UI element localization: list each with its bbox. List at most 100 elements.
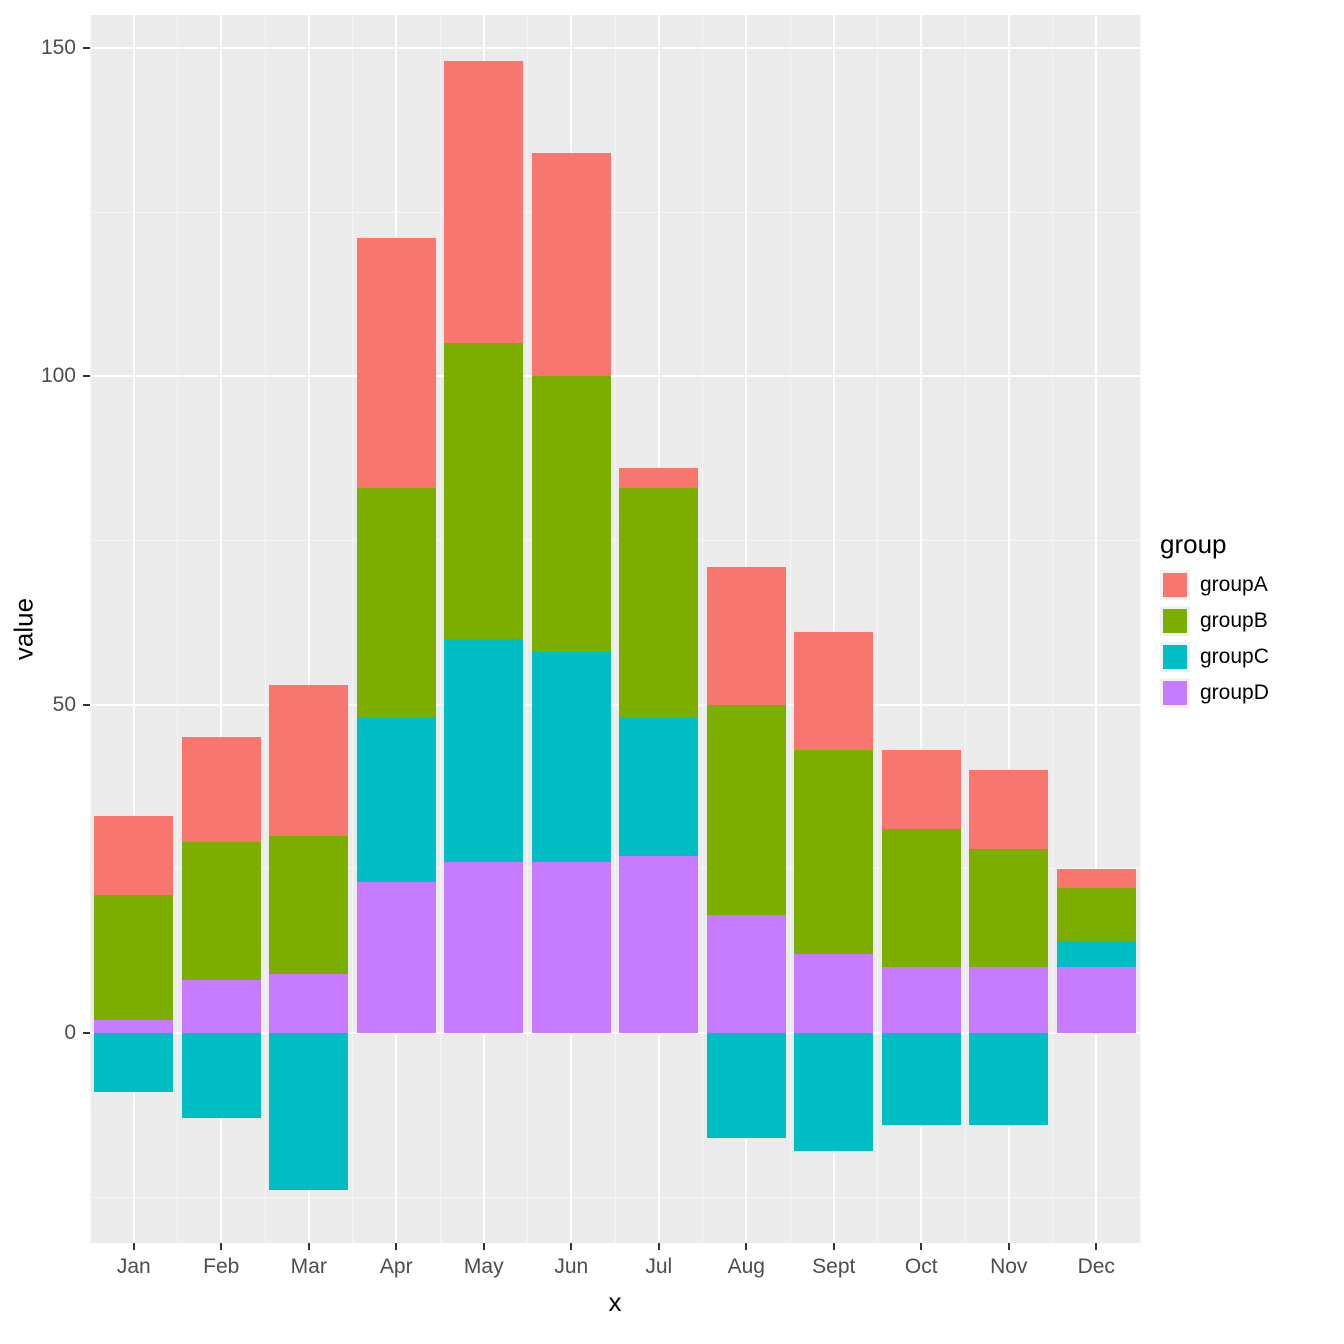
bar-segment xyxy=(182,737,261,842)
bar-segment xyxy=(707,915,786,1033)
legend-swatch xyxy=(1163,573,1187,597)
y-tick-mark xyxy=(83,704,90,706)
bar-segment xyxy=(619,468,698,488)
x-tick-label: May xyxy=(464,1255,504,1279)
x-tick-mark xyxy=(220,1243,222,1250)
gridline-v-minor xyxy=(527,15,528,1243)
bar-segment xyxy=(182,980,261,1033)
bar-segment xyxy=(707,705,786,915)
bar-segment xyxy=(357,882,436,1033)
bar-segment xyxy=(444,639,523,862)
gridline-v-minor xyxy=(177,15,178,1243)
bar-segment xyxy=(882,967,961,1033)
legend-swatch xyxy=(1163,681,1187,705)
legend-key xyxy=(1160,642,1190,672)
y-tick-mark xyxy=(83,1032,90,1034)
bar-segment xyxy=(794,750,873,954)
chart-container: 050100150JanFebMarAprMayJunJulAugSeptOct… xyxy=(0,0,1344,1344)
bar-segment xyxy=(882,1033,961,1125)
x-tick-label: Aug xyxy=(728,1255,765,1279)
y-tick-label: 150 xyxy=(0,36,76,60)
bar-segment xyxy=(94,895,173,1020)
bar-segment xyxy=(1057,888,1136,941)
bar-segment xyxy=(357,718,436,882)
bar-segment xyxy=(619,488,698,718)
bar-segment xyxy=(619,718,698,856)
x-tick-label: Sept xyxy=(812,1255,855,1279)
bar-segment xyxy=(969,1033,1048,1125)
x-tick-mark xyxy=(395,1243,397,1250)
bar-segment xyxy=(532,862,611,1033)
legend-title: group xyxy=(1160,529,1269,560)
bar-segment xyxy=(94,1033,173,1092)
bar-segment xyxy=(269,685,348,836)
gridline-v-minor xyxy=(965,15,966,1243)
bar-segment xyxy=(1057,967,1136,1033)
x-tick-mark xyxy=(920,1243,922,1250)
gridline-v-minor xyxy=(877,15,878,1243)
x-tick-label: Apr xyxy=(380,1255,413,1279)
gridline-v-minor xyxy=(265,15,266,1243)
bar-segment xyxy=(532,652,611,862)
y-tick-mark xyxy=(83,375,90,377)
bar-segment xyxy=(357,238,436,488)
legend-label: groupC xyxy=(1200,645,1269,669)
bar-segment xyxy=(707,567,786,705)
bar-segment xyxy=(619,856,698,1033)
bar-segment xyxy=(1057,941,1136,967)
x-tick-mark xyxy=(570,1243,572,1250)
legend-swatch xyxy=(1163,609,1187,633)
x-tick-label: Nov xyxy=(990,1255,1027,1279)
bar-segment xyxy=(444,862,523,1033)
x-tick-label: Dec xyxy=(1078,1255,1115,1279)
legend-label: groupA xyxy=(1200,573,1268,597)
bar-segment xyxy=(444,343,523,639)
bar-segment xyxy=(532,153,611,376)
x-axis-title: x xyxy=(609,1287,622,1318)
bar-segment xyxy=(269,974,348,1033)
bar-segment xyxy=(794,1033,873,1151)
gridline-v xyxy=(1095,15,1097,1243)
bar-segment xyxy=(532,376,611,652)
legend-key xyxy=(1160,570,1190,600)
x-tick-label: Jun xyxy=(554,1255,588,1279)
bar-segment xyxy=(707,1033,786,1138)
y-tick-label: 0 xyxy=(0,1021,76,1045)
x-tick-mark xyxy=(133,1243,135,1250)
x-tick-mark xyxy=(483,1243,485,1250)
x-tick-mark xyxy=(308,1243,310,1250)
legend-item: groupC xyxy=(1160,642,1269,672)
bar-segment xyxy=(444,61,523,343)
x-tick-mark xyxy=(1008,1243,1010,1250)
gridline-v-minor xyxy=(790,15,791,1243)
bar-segment xyxy=(969,849,1048,967)
x-tick-mark xyxy=(745,1243,747,1250)
gridline-v-minor xyxy=(615,15,616,1243)
legend-key xyxy=(1160,678,1190,708)
bar-segment xyxy=(794,632,873,750)
bar-segment xyxy=(969,967,1048,1033)
legend-swatch xyxy=(1163,645,1187,669)
bar-segment xyxy=(269,836,348,974)
gridline-v-minor xyxy=(702,15,703,1243)
x-tick-mark xyxy=(833,1243,835,1250)
bar-segment xyxy=(94,816,173,895)
x-tick-label: Oct xyxy=(905,1255,938,1279)
x-tick-mark xyxy=(658,1243,660,1250)
legend-label: groupD xyxy=(1200,681,1269,705)
legend-key xyxy=(1160,606,1190,636)
gridline-v-minor xyxy=(1140,15,1141,1243)
bar-segment xyxy=(882,829,961,967)
bar-segment xyxy=(794,954,873,1033)
x-tick-mark xyxy=(1095,1243,1097,1250)
y-axis-title: value xyxy=(9,598,40,660)
bar-segment xyxy=(94,1020,173,1033)
legend-item: groupA xyxy=(1160,570,1269,600)
bar-segment xyxy=(269,1033,348,1191)
gridline-v-minor xyxy=(352,15,353,1243)
bar-segment xyxy=(182,842,261,980)
x-tick-label: Jan xyxy=(117,1255,151,1279)
legend-label: groupB xyxy=(1200,609,1268,633)
x-tick-label: Jul xyxy=(645,1255,672,1279)
legend: group groupA groupB groupC groupD xyxy=(1160,529,1269,714)
